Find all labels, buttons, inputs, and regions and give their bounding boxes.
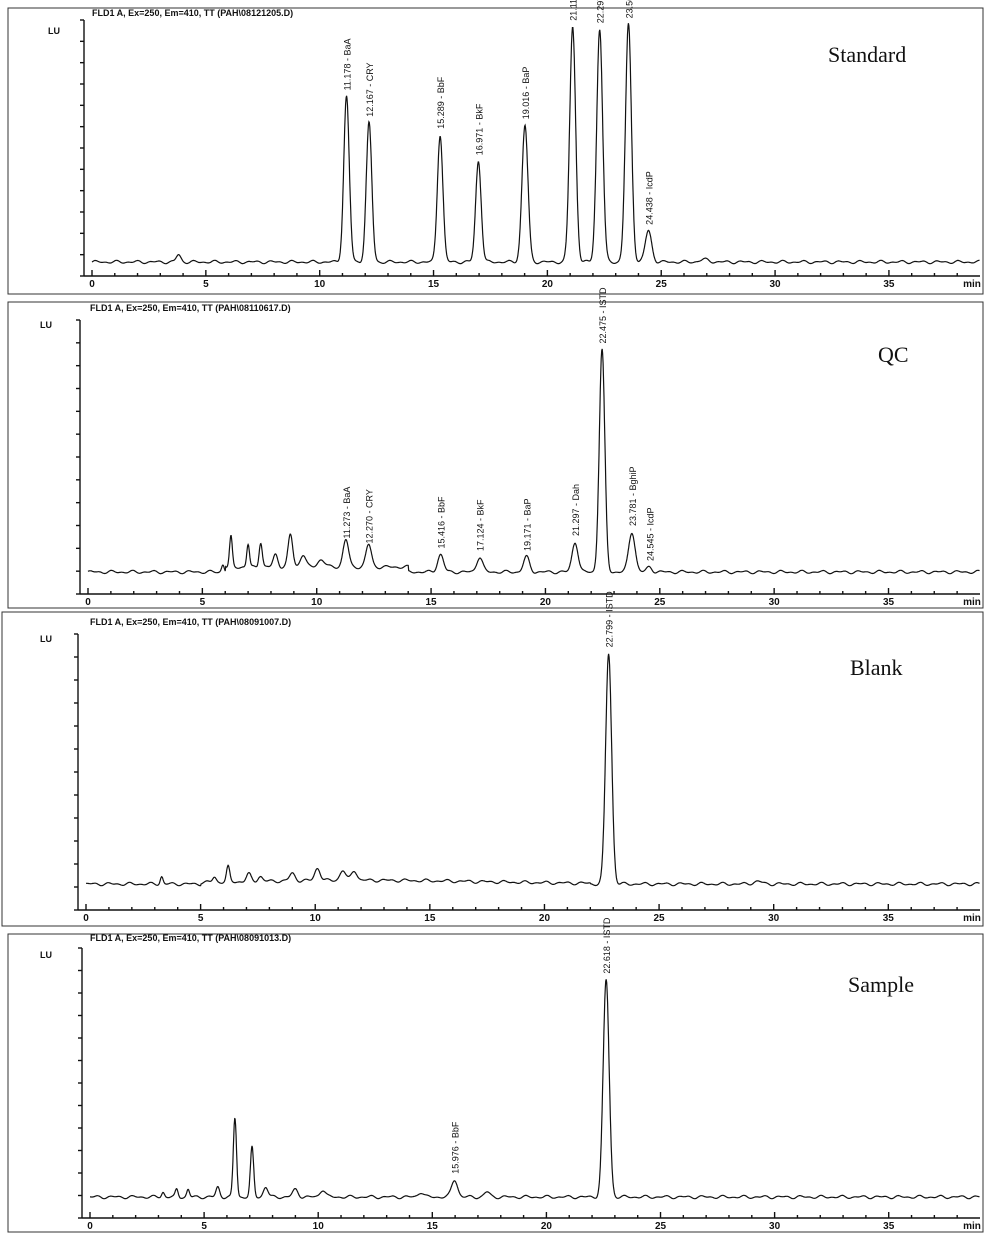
x-tick-label: 5 <box>203 279 209 290</box>
plot-area: 0 5 10 15 20 25 30 35 min 11.178 - BaA 12.167 - CR… <box>80 0 981 290</box>
y-axis-label: LU <box>40 320 52 330</box>
panel-header: FLD1 A, Ex=250, Em=410, TT (PAH\08121205… <box>92 8 293 18</box>
x-axis-unit: min <box>963 279 981 290</box>
peak-label: 17.124 - BkF <box>476 499 486 551</box>
peak-label: 11.273 - BaA <box>342 487 352 539</box>
x-tick-label: 35 <box>883 597 895 608</box>
plot-area: 0 5 10 15 20 25 30 35 min 22.799 - ISTD <box>74 591 981 924</box>
x-tick-label: 15 <box>424 913 436 924</box>
x-tick-label: 20 <box>539 913 551 924</box>
panel-frame <box>7 933 984 1233</box>
peak-label: 24.438 - IcdP <box>644 171 654 225</box>
y-axis-label: LU <box>40 950 52 960</box>
panel-standard: FLD1 A, Ex=250, Em=410, TT (PAH\08121205… <box>7 0 984 295</box>
peak-label: 15.289 - BbF <box>436 76 446 129</box>
chromatogram-trace <box>87 348 980 575</box>
panel-header: FLD1 A, Ex=250, Em=410, TT (PAH\08091007… <box>90 617 291 627</box>
peak-label: 19.016 - BaP <box>521 67 531 120</box>
x-tick-label: 0 <box>89 279 95 290</box>
peak-label: 11.178 - BaA <box>343 39 353 91</box>
x-tick-label: 30 <box>770 279 782 290</box>
x-axis-unit: min <box>963 597 981 608</box>
x-tick-label: 25 <box>654 597 666 608</box>
x-tick-label: 35 <box>883 279 895 290</box>
x-tick-label: 5 <box>201 1221 207 1232</box>
peak-label: 12.167 - CRY <box>365 62 375 116</box>
x-tick-label: 35 <box>883 913 895 924</box>
peak-label: 24.545 - IcdP <box>645 507 655 561</box>
panel-label: Standard <box>828 42 906 67</box>
panel-sample: FLD1 A, Ex=250, Em=410, TT (PAH\08091013… <box>7 917 984 1233</box>
panel-frame <box>7 7 984 295</box>
peak-label: 19.171 - BaP <box>522 498 532 551</box>
x-tick-label: 25 <box>656 279 668 290</box>
peak-label: 12.270 - CRY <box>365 489 375 543</box>
chromatogram-trace <box>86 653 980 887</box>
x-tick-label: 15 <box>426 597 438 608</box>
x-tick-label: 15 <box>427 1221 439 1232</box>
panel-blank: FLD1 A, Ex=250, Em=410, TT (PAH\08091007… <box>1 591 984 927</box>
x-tick-label: 0 <box>83 913 89 924</box>
x-tick-label: 35 <box>883 1221 895 1232</box>
panel-qc: FLD1 A, Ex=250, Em=410, TT (PAH\08110617… <box>7 287 984 609</box>
peak-label: 23.781 - BghiP <box>628 466 638 526</box>
x-tick-label: 20 <box>542 279 554 290</box>
x-axis-unit: min <box>963 913 981 924</box>
x-tick-label: 10 <box>314 279 326 290</box>
x-tick-label: 10 <box>310 913 322 924</box>
x-tick-label: 30 <box>769 1221 781 1232</box>
x-tick-label: 25 <box>654 913 666 924</box>
x-tick-label: 30 <box>769 597 781 608</box>
panel-header: FLD1 A, Ex=250, Em=410, TT (PAH\08110617… <box>90 303 291 313</box>
panel-label: Sample <box>848 972 914 997</box>
peak-label: 23.560 - BghiP <box>624 0 634 18</box>
panel-frame <box>7 301 984 609</box>
panel-label: QC <box>878 342 909 367</box>
x-tick-label: 25 <box>655 1221 667 1232</box>
y-axis-label: LU <box>40 634 52 644</box>
x-tick-label: 0 <box>85 597 91 608</box>
peak-label: 15.976 - BbF <box>451 1121 461 1174</box>
x-axis-unit: min <box>963 1221 981 1232</box>
peak-label: 22.475 - ISTD <box>598 287 608 344</box>
plot-area: 0 5 10 15 20 25 30 35 min 15.976 - BbF 22.618 - IS… <box>78 917 981 1232</box>
panel-label: Blank <box>850 655 903 680</box>
x-tick-label: 15 <box>428 279 440 290</box>
panel-header: FLD1 A, Ex=250, Em=410, TT (PAH\08091013… <box>90 933 291 943</box>
x-tick-label: 30 <box>768 913 780 924</box>
panel-frame <box>1 611 984 927</box>
x-tick-label: 20 <box>541 1221 553 1232</box>
peak-label: 21.110 - Dah <box>569 0 579 21</box>
peak-label: 16.971 - BkF <box>474 103 484 155</box>
peak-label: 22.297 - ISTD <box>596 0 606 23</box>
peak-label: 15.416 - BbF <box>437 496 447 549</box>
peak-label: 22.618 - ISTD <box>602 917 612 974</box>
x-tick-label: 20 <box>540 597 552 608</box>
peak-label: 21.297 - Dah <box>571 484 581 536</box>
x-tick-label: 10 <box>313 1221 325 1232</box>
chromatogram-trace <box>91 23 980 265</box>
chromatogram-trace <box>90 979 980 1200</box>
x-tick-label: 5 <box>198 913 204 924</box>
plot-area: 0 5 10 15 20 25 30 35 min 11.273 - BaA 12.270 - CR… <box>76 287 981 608</box>
peak-label: 22.799 - ISTD <box>605 591 615 648</box>
x-tick-label: 10 <box>311 597 323 608</box>
y-axis-label: LU <box>48 26 60 36</box>
x-tick-label: 0 <box>87 1221 93 1232</box>
x-tick-label: 5 <box>200 597 206 608</box>
